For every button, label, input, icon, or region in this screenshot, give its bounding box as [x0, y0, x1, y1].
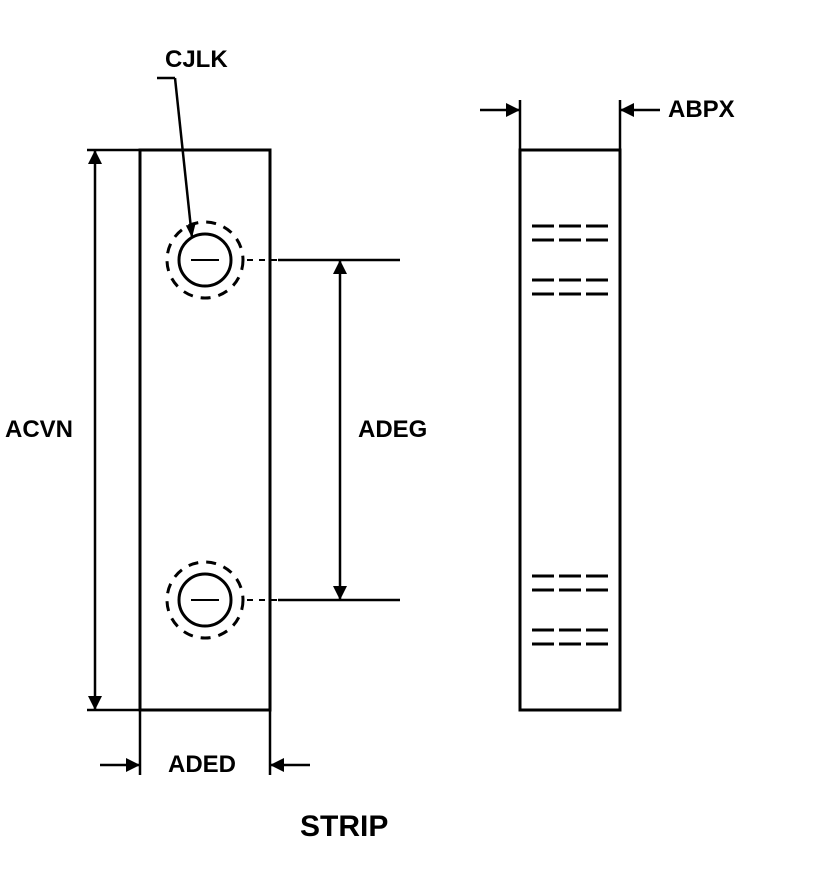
label-acvn: ACVN [5, 416, 73, 444]
label-cjlk: CJLK [165, 46, 228, 74]
label-abpx: ABPX [668, 96, 735, 124]
label-adeg: ADEG [358, 416, 427, 444]
label-aded: ADED [168, 751, 236, 779]
label-title: STRIP [300, 810, 388, 844]
